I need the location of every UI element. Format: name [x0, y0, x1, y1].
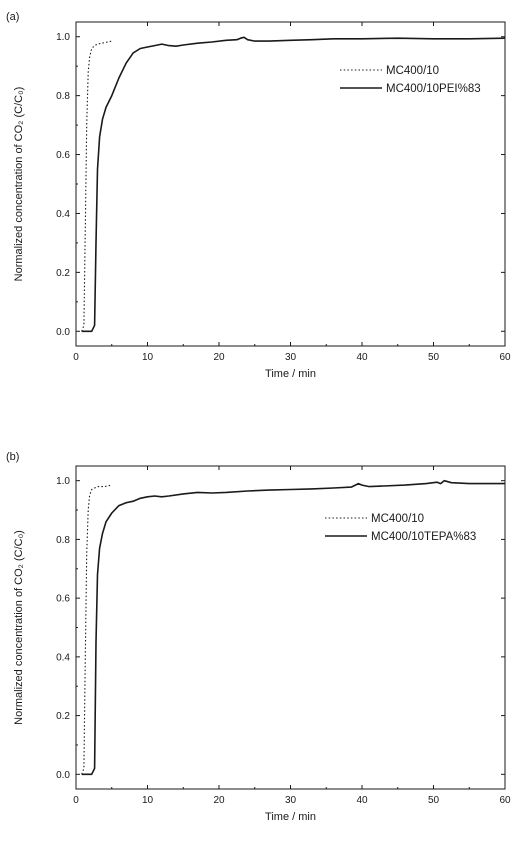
y-tick-label: 0.2 — [56, 711, 70, 722]
chart-panel-b: (b) 0 10 20 30 40 50 60 0.0 0.2 0.4 0.6 0.8 1.0 Time /… — [6, 451, 511, 823]
x-tick-label: 10 — [142, 352, 154, 363]
x-tick-label: 30 — [285, 795, 297, 806]
x-tick-label: 0 — [73, 352, 79, 363]
y-tick-label: 0.4 — [56, 652, 70, 663]
y-axis-title: Normalized concentration of CO₂ (C/C₀) — [13, 530, 25, 725]
x-tick-label: 20 — [213, 795, 225, 806]
y-tick-label: 0.8 — [56, 91, 70, 102]
x-tick-label: 0 — [73, 795, 79, 806]
panel-label: (a) — [6, 11, 19, 23]
x-tick-label: 50 — [428, 352, 440, 363]
x-tick-label: 50 — [428, 795, 440, 806]
chart-panel-a: (a) 0 10 20 30 40 50 60 0.0 0.2 0.4 0.6 0.8 1.0 Time /… — [6, 11, 511, 380]
series-line-dotted — [81, 40, 112, 332]
y-tick-label: 1.0 — [56, 32, 70, 43]
x-tick-label: 60 — [499, 352, 511, 363]
x-axis-title: Time / min — [265, 368, 316, 380]
y-tick-label: 0.6 — [56, 594, 70, 605]
x-tick-label: 10 — [142, 795, 154, 806]
x-tick-label: 40 — [356, 795, 368, 806]
y-axis-title: Normalized concentration of CO₂ (C/C₀) — [13, 87, 25, 282]
y-tick-label: 0.2 — [56, 268, 70, 279]
x-tick-label: 30 — [285, 352, 297, 363]
y-tick-label: 0.6 — [56, 150, 70, 161]
series-line-solid — [81, 36, 506, 333]
series-line-solid — [81, 479, 505, 776]
y-tick-label: 0.0 — [56, 770, 70, 781]
x-tick-label: 20 — [213, 352, 225, 363]
x-tick-label: 40 — [356, 352, 368, 363]
y-tick-label: 0.4 — [56, 209, 70, 220]
legend-label: MC400/10 — [371, 513, 424, 525]
panel-label: (b) — [6, 451, 19, 463]
x-axis-title: Time / min — [265, 811, 316, 823]
y-tick-label: 0.8 — [56, 535, 70, 546]
y-tick-label: 0.0 — [56, 327, 70, 338]
plot-frame — [75, 465, 506, 790]
legend-label: MC400/10 — [386, 65, 439, 77]
legend-label: MC400/10PEI%83 — [386, 83, 481, 95]
legend-label: MC400/10TEPA%83 — [371, 531, 476, 543]
x-tick-label: 60 — [499, 795, 511, 806]
y-tick-label: 1.0 — [56, 476, 70, 487]
plot-frame — [75, 21, 506, 347]
